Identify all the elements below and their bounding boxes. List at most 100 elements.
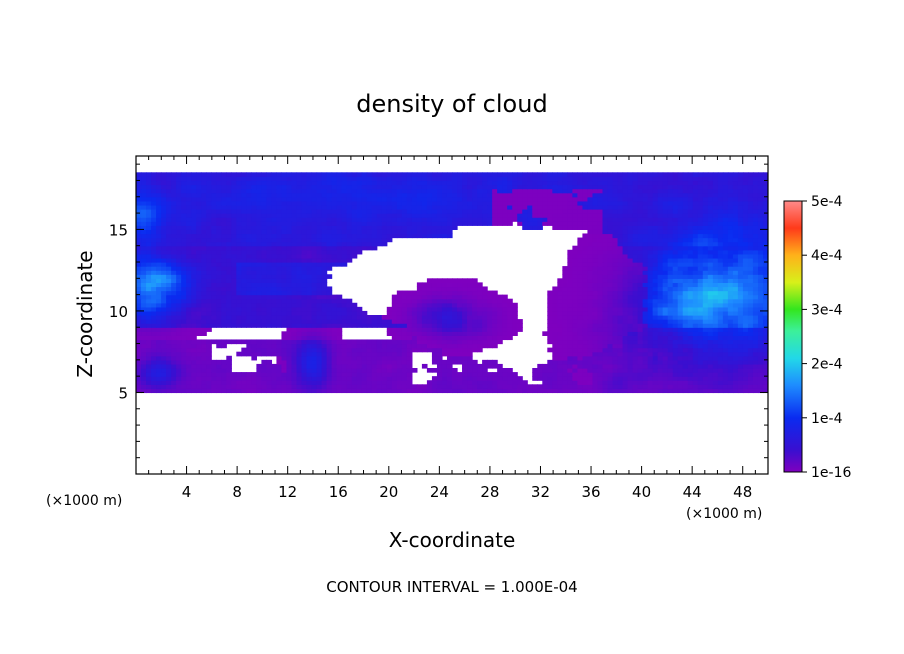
- density-cell: [201, 363, 207, 369]
- density-cell: [732, 241, 739, 247]
- density-cell: [592, 298, 599, 304]
- density-cell: [612, 241, 619, 247]
- density-cell: [136, 363, 142, 369]
- density-cell: [336, 221, 343, 226]
- density-cell: [632, 237, 639, 243]
- density-cell: [401, 319, 408, 324]
- density-cell: [712, 249, 719, 255]
- density-cell: [236, 253, 242, 259]
- density-cell: [512, 331, 518, 336]
- density-cell: [421, 225, 428, 230]
- density-cell: [326, 339, 333, 345]
- density-cell: [166, 339, 172, 345]
- density-cell: [181, 225, 187, 230]
- density-cell: [216, 376, 222, 381]
- density-cell: [191, 310, 197, 316]
- density-cell: [457, 286, 463, 292]
- density-cell: [657, 204, 664, 210]
- density-cell: [406, 380, 413, 385]
- density-cell: [622, 347, 629, 353]
- density-cell: [216, 274, 222, 279]
- density-cell: [572, 274, 578, 279]
- density-cell: [592, 286, 599, 292]
- density-cell: [722, 257, 729, 263]
- density-cell: [216, 290, 222, 296]
- density-cell: [186, 306, 192, 312]
- density-cell: [462, 200, 468, 206]
- density-cell: [622, 339, 629, 345]
- density-cell: [231, 384, 237, 389]
- density-cell: [732, 343, 739, 349]
- density-cell: [191, 302, 197, 308]
- density-cell: [477, 363, 483, 369]
- density-cell: [136, 294, 142, 300]
- density-cell: [206, 302, 212, 308]
- density-cell: [216, 245, 222, 251]
- density-cell: [677, 278, 684, 283]
- density-cell: [306, 372, 313, 377]
- density-cell: [171, 343, 177, 349]
- density-cell: [492, 372, 498, 377]
- density-cell: [662, 290, 669, 296]
- density-cell: [376, 380, 383, 385]
- density-cell: [186, 286, 192, 292]
- density-cell: [662, 237, 669, 243]
- density-cell: [592, 319, 599, 324]
- density-cell: [667, 298, 674, 304]
- density-cell: [637, 359, 644, 365]
- density-cell: [757, 363, 764, 369]
- density-cell: [256, 306, 262, 312]
- density-cell: [692, 327, 699, 332]
- density-cell: [406, 363, 413, 369]
- density-cell: [181, 380, 187, 385]
- density-cell: [662, 213, 669, 218]
- density-cell: [306, 274, 313, 279]
- density-cell: [381, 376, 388, 381]
- density-cell: [246, 278, 252, 283]
- density-cell: [607, 209, 614, 214]
- density-cell: [446, 221, 453, 226]
- density-cell: [271, 237, 278, 243]
- density-cell: [191, 213, 197, 218]
- density-cell: [732, 306, 739, 312]
- density-cell: [507, 315, 513, 320]
- density-cell: [286, 262, 293, 267]
- density-cell: [727, 253, 734, 259]
- density-cell: [391, 213, 398, 218]
- density-cell: [732, 376, 739, 381]
- density-cell: [231, 319, 237, 324]
- density-cell: [672, 245, 679, 251]
- density-cell: [677, 310, 684, 316]
- density-cell: [702, 298, 709, 304]
- density-cell: [236, 233, 242, 239]
- density-cell: [246, 286, 252, 292]
- density-cell: [401, 204, 408, 210]
- density-cell: [146, 213, 152, 218]
- density-cell: [577, 302, 584, 308]
- density-cell: [326, 298, 333, 304]
- density-cell: [647, 257, 654, 263]
- density-cell: [186, 380, 192, 385]
- density-cell: [401, 355, 408, 361]
- density-cell: [507, 384, 513, 389]
- density-cell: [201, 237, 207, 243]
- density-cell: [231, 266, 237, 271]
- density-cell: [702, 327, 709, 332]
- density-cell: [697, 217, 704, 222]
- density-cell: [271, 253, 278, 259]
- density-cell: [682, 315, 689, 320]
- density-cell: [572, 359, 578, 365]
- density-cell: [306, 327, 313, 332]
- density-cell: [306, 209, 313, 214]
- density-cell: [146, 298, 152, 304]
- density-cell: [717, 380, 724, 385]
- density-cell: [206, 355, 212, 361]
- density-cell: [462, 221, 468, 226]
- density-cell: [592, 245, 599, 251]
- density-cell: [196, 310, 202, 316]
- density-cell: [236, 323, 242, 328]
- density-cell: [652, 335, 659, 341]
- density-cell: [181, 335, 187, 341]
- density-cell: [201, 249, 207, 255]
- density-cell: [346, 257, 353, 263]
